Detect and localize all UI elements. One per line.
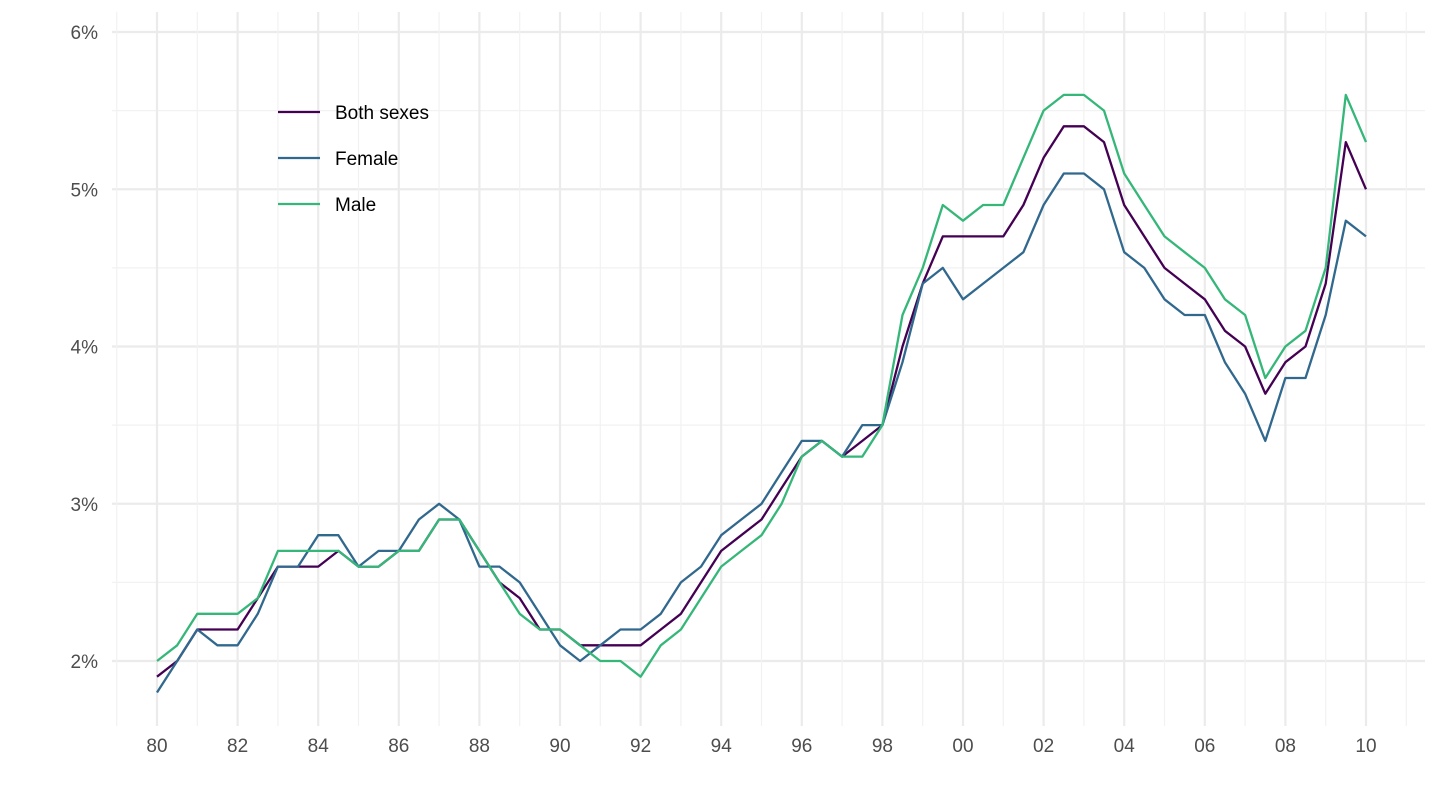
x-tick-label: 04: [1114, 736, 1136, 757]
y-tick-label: 5%: [71, 180, 99, 201]
x-tick-label: 96: [791, 736, 812, 757]
y-tick-label: 2%: [71, 652, 99, 673]
grid: [112, 12, 1425, 726]
y-tick-label: 6%: [71, 23, 99, 44]
y-tick-label: 4%: [71, 338, 99, 359]
x-tick-label: 10: [1355, 736, 1376, 757]
x-tick-label: 88: [469, 736, 490, 757]
legend-item: Both sexes: [278, 103, 429, 124]
x-tick-label: 92: [630, 736, 651, 757]
series-lines: [156, 93, 1368, 694]
x-axis-ticks: 80 82 84 86 88 90 92 94 96 98 00 02 04 06 08 10: [146, 736, 1376, 757]
x-tick-label: 94: [711, 736, 733, 757]
x-tick-label: 98: [872, 736, 893, 757]
x-tick-label: 90: [549, 736, 570, 757]
y-tick-label: 3%: [71, 495, 99, 516]
x-tick-label: 08: [1275, 736, 1296, 757]
series-line-male: [156, 93, 1368, 678]
x-tick-label: 06: [1194, 736, 1215, 757]
x-tick-label: 82: [227, 736, 248, 757]
x-tick-label: 86: [388, 736, 409, 757]
x-tick-label: 80: [146, 736, 167, 757]
x-tick-label: 02: [1033, 736, 1054, 757]
legend: Both sexes Female Male: [278, 103, 429, 216]
x-tick-label: 00: [952, 736, 973, 757]
legend-item: Male: [278, 195, 376, 216]
legend-item: Female: [278, 149, 398, 170]
legend-label: Both sexes: [335, 103, 429, 124]
y-axis-ticks: 2% 3% 4% 5% 6%: [71, 23, 99, 673]
legend-label: Male: [335, 195, 376, 216]
legend-label: Female: [335, 149, 398, 170]
x-tick-label: 84: [308, 736, 330, 757]
